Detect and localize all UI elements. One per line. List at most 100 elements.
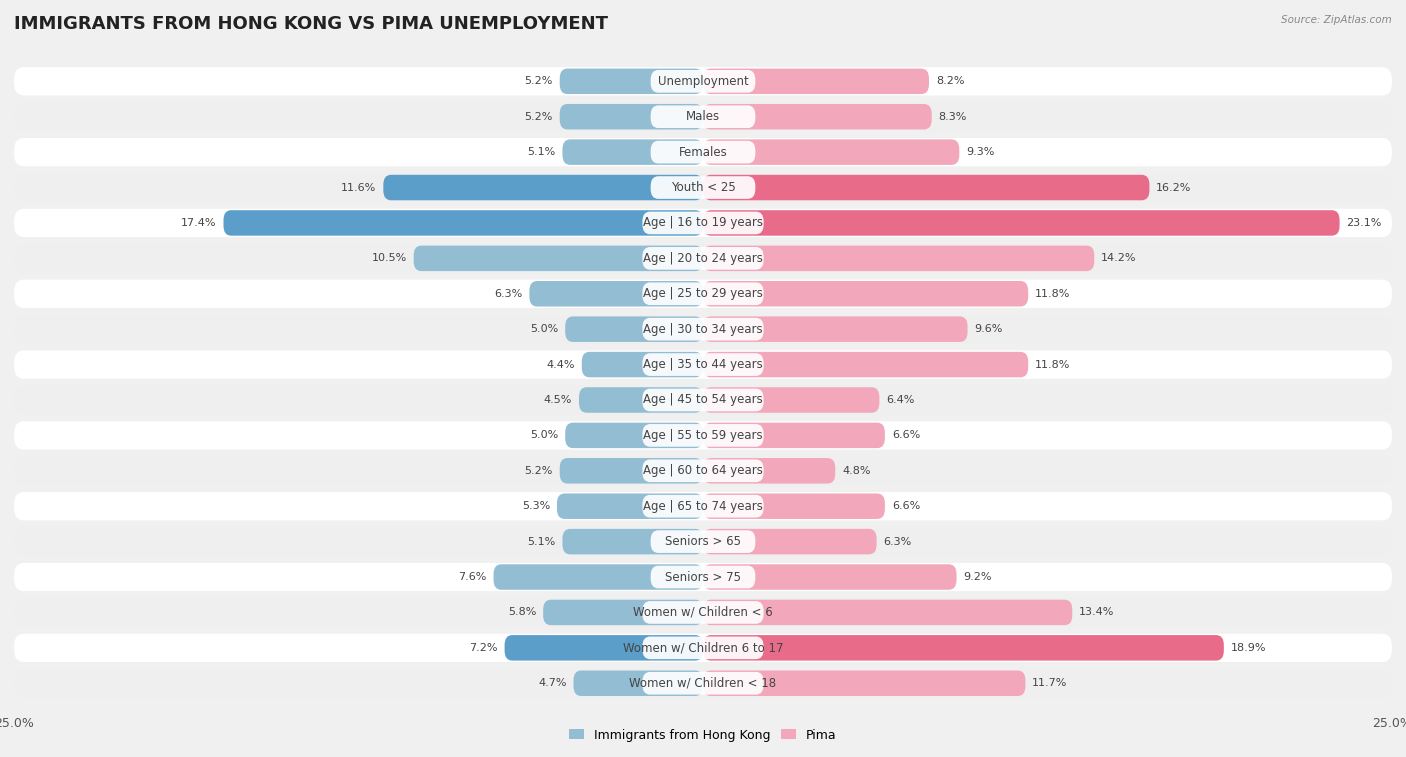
Text: 16.2%: 16.2% <box>1156 182 1192 192</box>
Text: Females: Females <box>679 145 727 159</box>
FancyBboxPatch shape <box>643 318 763 341</box>
FancyBboxPatch shape <box>643 212 763 234</box>
Text: Seniors > 65: Seniors > 65 <box>665 535 741 548</box>
Text: Women w/ Children 6 to 17: Women w/ Children 6 to 17 <box>623 641 783 654</box>
FancyBboxPatch shape <box>643 282 763 305</box>
FancyBboxPatch shape <box>703 635 1223 661</box>
Text: 18.9%: 18.9% <box>1230 643 1267 653</box>
FancyBboxPatch shape <box>557 494 703 519</box>
FancyBboxPatch shape <box>543 600 703 625</box>
FancyBboxPatch shape <box>651 105 755 128</box>
Text: 11.8%: 11.8% <box>1035 360 1070 369</box>
Text: 14.2%: 14.2% <box>1101 254 1136 263</box>
Text: 5.2%: 5.2% <box>524 76 553 86</box>
Text: 4.8%: 4.8% <box>842 466 870 476</box>
Text: Unemployment: Unemployment <box>658 75 748 88</box>
Text: 6.4%: 6.4% <box>886 395 915 405</box>
Text: Age | 60 to 64 years: Age | 60 to 64 years <box>643 464 763 478</box>
FancyBboxPatch shape <box>14 209 1392 237</box>
FancyBboxPatch shape <box>703 422 884 448</box>
FancyBboxPatch shape <box>703 388 879 413</box>
FancyBboxPatch shape <box>643 601 763 624</box>
Legend: Immigrants from Hong Kong, Pima: Immigrants from Hong Kong, Pima <box>569 728 837 742</box>
Text: Women w/ Children < 18: Women w/ Children < 18 <box>630 677 776 690</box>
Text: 4.5%: 4.5% <box>544 395 572 405</box>
FancyBboxPatch shape <box>14 279 1392 308</box>
Text: 5.1%: 5.1% <box>527 537 555 547</box>
Text: Women w/ Children < 6: Women w/ Children < 6 <box>633 606 773 619</box>
FancyBboxPatch shape <box>651 176 755 199</box>
FancyBboxPatch shape <box>579 388 703 413</box>
FancyBboxPatch shape <box>703 529 876 554</box>
Text: 5.2%: 5.2% <box>524 466 553 476</box>
FancyBboxPatch shape <box>643 424 763 447</box>
FancyBboxPatch shape <box>703 139 959 165</box>
Text: 9.3%: 9.3% <box>966 147 994 157</box>
Text: 8.3%: 8.3% <box>939 112 967 122</box>
FancyBboxPatch shape <box>14 492 1392 520</box>
FancyBboxPatch shape <box>14 350 1392 378</box>
FancyBboxPatch shape <box>651 531 755 553</box>
FancyBboxPatch shape <box>505 635 703 661</box>
FancyBboxPatch shape <box>582 352 703 377</box>
FancyBboxPatch shape <box>14 456 1392 485</box>
FancyBboxPatch shape <box>14 563 1392 591</box>
FancyBboxPatch shape <box>703 104 932 129</box>
Text: Age | 45 to 54 years: Age | 45 to 54 years <box>643 394 763 407</box>
FancyBboxPatch shape <box>651 141 755 164</box>
Text: Males: Males <box>686 111 720 123</box>
FancyBboxPatch shape <box>643 637 763 659</box>
FancyBboxPatch shape <box>703 69 929 94</box>
FancyBboxPatch shape <box>703 245 1094 271</box>
Text: 5.1%: 5.1% <box>527 147 555 157</box>
Text: Age | 55 to 59 years: Age | 55 to 59 years <box>643 429 763 442</box>
FancyBboxPatch shape <box>14 634 1392 662</box>
FancyBboxPatch shape <box>14 67 1392 95</box>
Text: 5.8%: 5.8% <box>508 607 536 618</box>
Text: 23.1%: 23.1% <box>1347 218 1382 228</box>
Text: 9.6%: 9.6% <box>974 324 1002 334</box>
Text: 4.7%: 4.7% <box>538 678 567 688</box>
FancyBboxPatch shape <box>643 459 763 482</box>
FancyBboxPatch shape <box>703 564 956 590</box>
Text: 6.3%: 6.3% <box>495 288 523 299</box>
FancyBboxPatch shape <box>224 210 703 235</box>
Text: Age | 30 to 34 years: Age | 30 to 34 years <box>643 322 763 335</box>
Text: Age | 35 to 44 years: Age | 35 to 44 years <box>643 358 763 371</box>
FancyBboxPatch shape <box>574 671 703 696</box>
Text: Age | 25 to 29 years: Age | 25 to 29 years <box>643 287 763 301</box>
Text: 5.3%: 5.3% <box>522 501 550 511</box>
Text: 9.2%: 9.2% <box>963 572 991 582</box>
Text: 11.6%: 11.6% <box>342 182 377 192</box>
FancyBboxPatch shape <box>703 352 1028 377</box>
Text: Age | 16 to 19 years: Age | 16 to 19 years <box>643 217 763 229</box>
FancyBboxPatch shape <box>14 669 1392 697</box>
FancyBboxPatch shape <box>703 458 835 484</box>
FancyBboxPatch shape <box>14 173 1392 201</box>
FancyBboxPatch shape <box>494 564 703 590</box>
Text: 4.4%: 4.4% <box>547 360 575 369</box>
FancyBboxPatch shape <box>14 102 1392 131</box>
FancyBboxPatch shape <box>565 316 703 342</box>
FancyBboxPatch shape <box>643 495 763 518</box>
Text: Seniors > 75: Seniors > 75 <box>665 571 741 584</box>
FancyBboxPatch shape <box>643 354 763 376</box>
FancyBboxPatch shape <box>14 245 1392 273</box>
FancyBboxPatch shape <box>560 69 703 94</box>
FancyBboxPatch shape <box>530 281 703 307</box>
FancyBboxPatch shape <box>651 565 755 588</box>
FancyBboxPatch shape <box>14 138 1392 167</box>
FancyBboxPatch shape <box>384 175 703 201</box>
Text: IMMIGRANTS FROM HONG KONG VS PIMA UNEMPLOYMENT: IMMIGRANTS FROM HONG KONG VS PIMA UNEMPL… <box>14 15 607 33</box>
FancyBboxPatch shape <box>643 247 763 269</box>
Text: 6.6%: 6.6% <box>891 501 920 511</box>
FancyBboxPatch shape <box>703 175 1150 201</box>
FancyBboxPatch shape <box>560 104 703 129</box>
Text: 10.5%: 10.5% <box>371 254 406 263</box>
Text: 11.8%: 11.8% <box>1035 288 1070 299</box>
FancyBboxPatch shape <box>703 281 1028 307</box>
FancyBboxPatch shape <box>565 422 703 448</box>
FancyBboxPatch shape <box>562 529 703 554</box>
FancyBboxPatch shape <box>703 210 1340 235</box>
FancyBboxPatch shape <box>703 316 967 342</box>
